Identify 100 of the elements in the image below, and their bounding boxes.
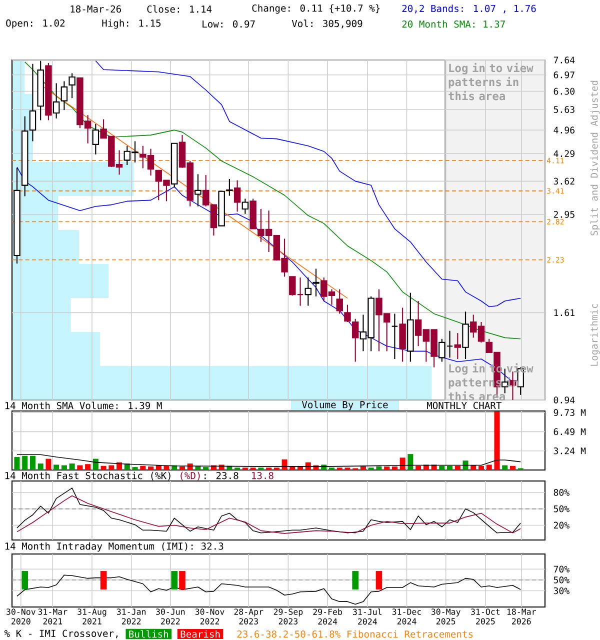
bar <box>30 456 36 470</box>
bar <box>384 466 390 470</box>
candlestick <box>312 268 320 297</box>
text: Close: 1.14 <box>147 5 212 13</box>
text: Open: 1.02 <box>6 19 64 29</box>
bar <box>218 464 224 470</box>
bar <box>423 464 429 470</box>
candlestick <box>194 174 202 207</box>
x-tick-label: 31-Mar 2021 <box>38 608 68 624</box>
bar <box>164 466 170 470</box>
text: Bullish <box>129 630 168 638</box>
bar <box>360 466 366 470</box>
candlestick <box>304 276 312 306</box>
candlestick <box>29 63 36 142</box>
text: MONTHLY CHART <box>426 402 502 410</box>
x-tick-label: 31-Jan 2022 <box>116 608 146 624</box>
y-tick-label: 80% <box>554 489 570 496</box>
bar <box>195 466 201 470</box>
candlestick <box>344 304 351 323</box>
candlestick <box>52 82 60 119</box>
text: Low: 0.97 <box>202 20 255 28</box>
bar <box>376 466 382 470</box>
bar <box>416 466 422 470</box>
chart-title: 14 Month SMA Volume: 1.39 M <box>5 402 162 410</box>
candlestick <box>462 311 469 360</box>
x-tick-label: 30-Nov 2020 <box>6 608 36 624</box>
candlestick <box>454 332 462 360</box>
bar <box>100 466 106 470</box>
y-tick-label: 20% <box>554 522 570 529</box>
y-tick-label: 30% <box>554 587 570 594</box>
y-tick-label: 1.61 <box>554 309 574 316</box>
candlestick <box>391 313 398 360</box>
bar <box>108 465 114 470</box>
candlestick <box>242 198 249 214</box>
y-tick-label: 3.62 <box>554 178 574 185</box>
bar <box>502 465 508 470</box>
bar <box>22 456 28 470</box>
line-series <box>16 574 521 605</box>
x-tick-label: 30-May 2025 <box>431 608 460 624</box>
y-tick-label: 3.24 M <box>554 447 586 454</box>
text: Split and Dividend Adjusted <box>590 80 600 236</box>
y-tick-label: 6.97 <box>554 71 574 78</box>
bar <box>478 466 484 470</box>
text: 13.8 <box>252 472 274 480</box>
text: (%D) <box>180 472 200 480</box>
candlestick <box>336 288 343 314</box>
bar <box>203 467 209 470</box>
bar <box>85 464 91 470</box>
bar <box>148 466 154 470</box>
band-label: Log in to view patterns in this area <box>448 62 534 100</box>
chart-title: 14 Month Fast Stochastic <box>5 472 142 480</box>
bar <box>38 464 44 470</box>
legend-title: % K - IMI Crossover, <box>4 630 118 638</box>
bar <box>92 458 98 470</box>
bar <box>156 465 162 470</box>
y-tick-label: 2.95 <box>554 210 574 218</box>
candlestick <box>92 123 100 155</box>
bar <box>77 465 83 470</box>
y-tick-label: 4.96 <box>554 126 574 134</box>
text: 20 Month SMA: 1.37 <box>402 20 505 28</box>
text: (%K) <box>151 472 170 480</box>
text: 18-Mar-26 <box>70 5 121 13</box>
y-tick-label: 9.73 M <box>554 409 586 416</box>
y-tick-label: 6.30 <box>554 88 574 95</box>
y-tick-label: 4.29 <box>554 150 574 158</box>
candlestick <box>352 318 359 362</box>
bar <box>54 464 60 470</box>
bar <box>179 466 185 470</box>
text: Bearish <box>180 630 220 638</box>
bar <box>494 412 500 470</box>
bar <box>400 458 406 470</box>
text: : 23.8 <box>204 472 238 480</box>
x-tick-label: 31-Jul 2024 <box>353 608 382 625</box>
y-tick-label: 50% <box>554 505 570 512</box>
bar <box>447 466 453 470</box>
bar <box>510 466 516 470</box>
y-tick-label: 70% <box>554 566 570 573</box>
text: 20,2 Bands: 1.07 , 1.76 <box>402 4 536 14</box>
x-tick-label: 29-Sep 2023 <box>274 608 303 624</box>
x-tick-label: 18-Mar 2026 <box>507 608 536 624</box>
text: Change: 0.11 {+10.7 %} <box>252 4 380 14</box>
x-tick-label: 28-Apr 2023 <box>234 608 264 624</box>
line-series <box>16 488 521 534</box>
x-tick-label: 31-Dec 2024 <box>392 608 421 624</box>
bar <box>140 466 146 470</box>
y-tick-label: 50% <box>554 576 570 584</box>
y-tick-label: 5.63 <box>554 106 574 113</box>
candlestick <box>60 80 68 111</box>
y-tick-label: 7.64 <box>554 56 575 64</box>
bar <box>408 454 414 470</box>
bar <box>132 467 138 470</box>
x-tick-label: 31-Aug 2021 <box>78 608 106 624</box>
line-series <box>16 495 521 534</box>
text: 23.6-38.2-50-61.8% Fibonacci Retracements <box>237 630 473 638</box>
x-tick-label: 30-Jun 2022 <box>156 608 185 624</box>
bar <box>392 466 398 470</box>
chart-title: 14 Month Intraday Momentum (IMI): 32.3 <box>5 542 224 552</box>
candlestick <box>234 180 241 212</box>
text: Logarithmic <box>590 304 600 366</box>
bar <box>454 466 460 470</box>
